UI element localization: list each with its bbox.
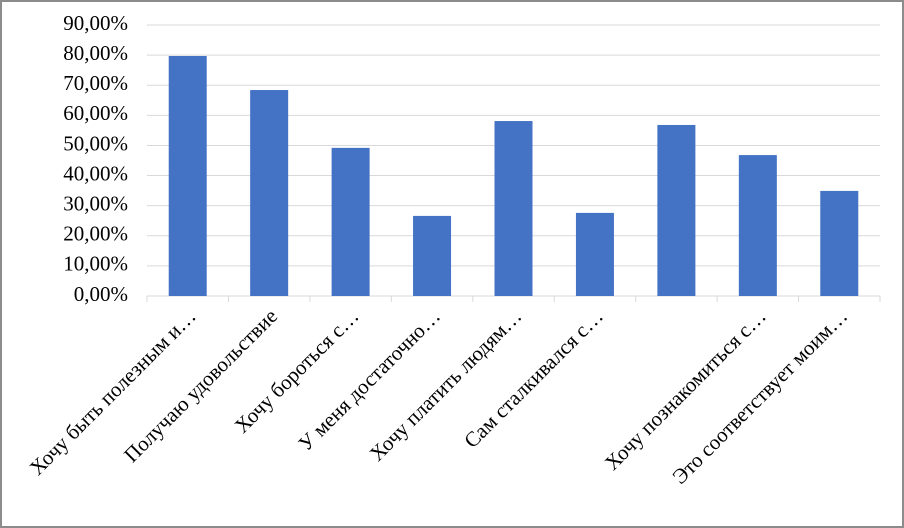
bar <box>738 155 777 296</box>
bar <box>494 121 533 296</box>
bar <box>168 56 207 296</box>
y-tick-label: 50,00% <box>63 131 128 155</box>
bar <box>250 90 289 296</box>
y-tick-label: 20,00% <box>63 222 128 246</box>
y-tick-label: 0,00% <box>74 282 128 306</box>
bar <box>575 212 614 296</box>
y-tick-label: 30,00% <box>63 191 128 215</box>
y-tick-label: 70,00% <box>63 71 128 95</box>
y-tick-label: 40,00% <box>63 161 128 185</box>
y-tick-label: 80,00% <box>63 41 128 65</box>
bar <box>413 215 452 296</box>
y-tick-label: 10,00% <box>63 252 128 276</box>
bar <box>820 190 859 296</box>
y-tick-label: 90,00% <box>63 11 128 35</box>
bar <box>331 147 370 296</box>
bar <box>657 124 696 296</box>
y-tick-label: 60,00% <box>63 101 128 125</box>
